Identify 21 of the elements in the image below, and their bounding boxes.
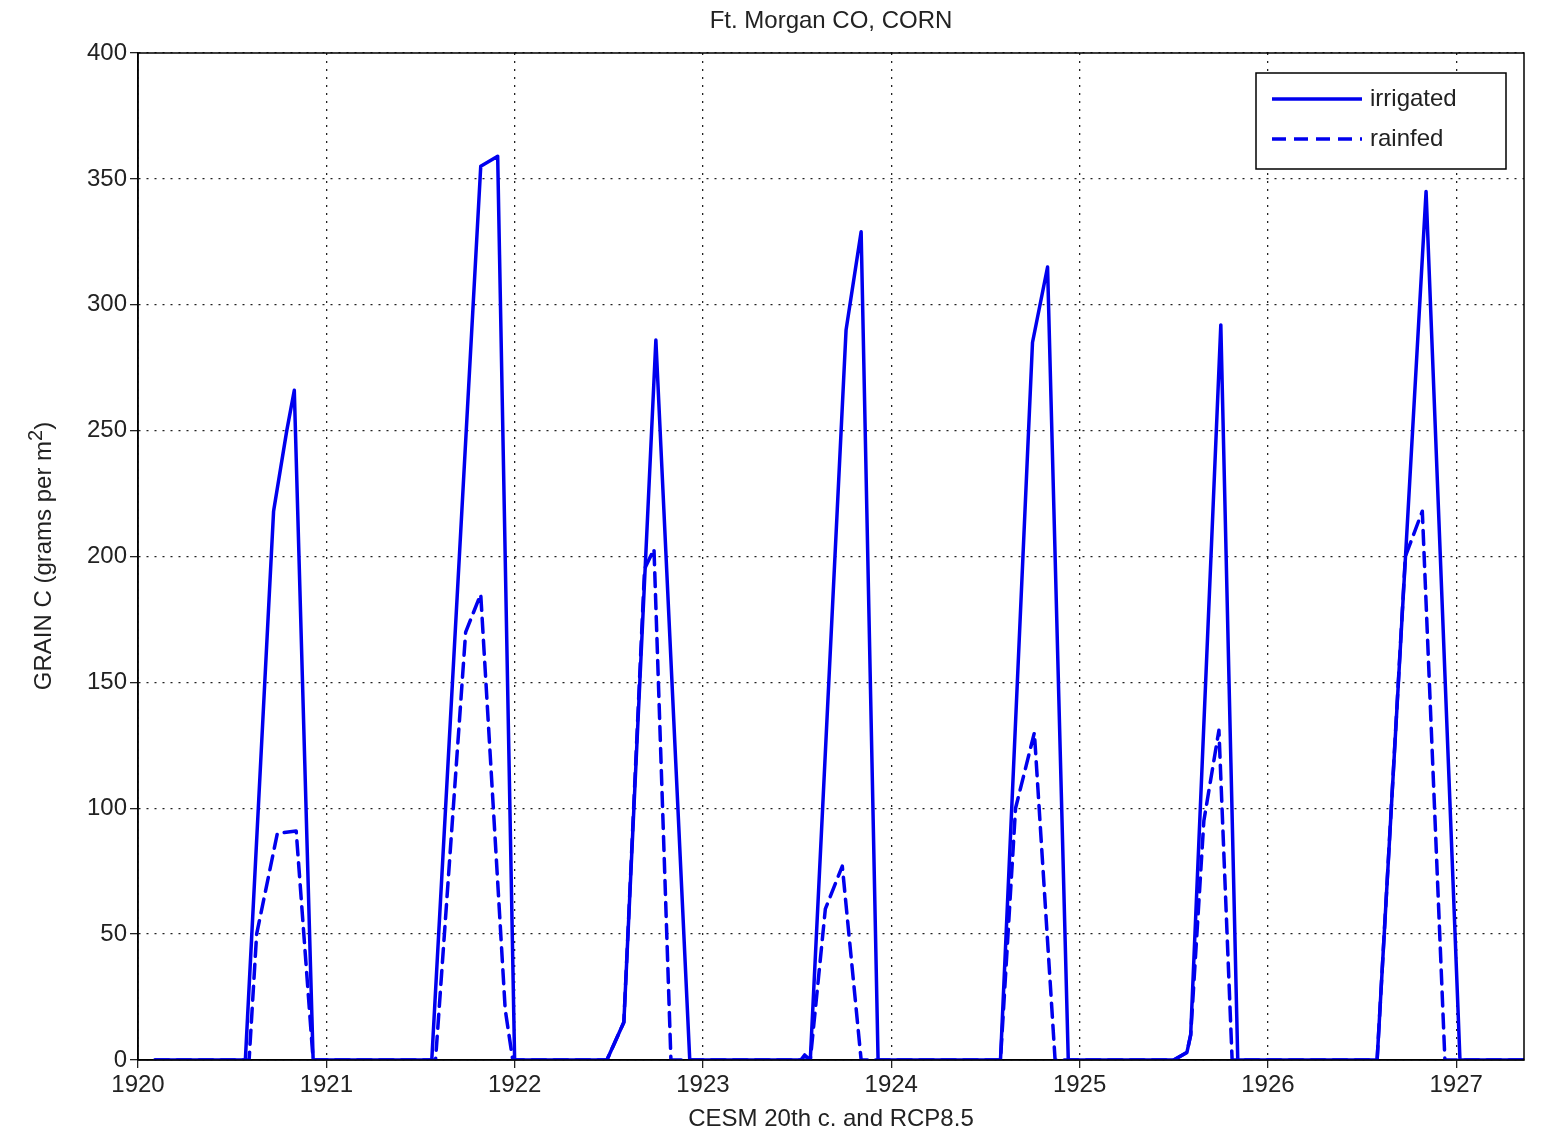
legend-label: irrigated xyxy=(1370,83,1457,111)
x-tick-label: 1920 xyxy=(111,1070,165,1098)
x-tick-label: 1922 xyxy=(487,1070,542,1098)
x-tick-label: 1926 xyxy=(1241,1070,1295,1098)
x-tick-label: 1924 xyxy=(864,1070,918,1098)
x-tick-label: 1921 xyxy=(299,1070,354,1098)
x-tick-label: 1925 xyxy=(1052,1070,1107,1098)
y-tick-label: 50 xyxy=(100,918,127,946)
y-tick-label: 100 xyxy=(86,792,127,820)
y-tick-label: 350 xyxy=(86,163,127,191)
y-tick-label: 0 xyxy=(113,1044,127,1072)
legend-label: rainfed xyxy=(1370,123,1444,151)
x-tick-label: 1923 xyxy=(676,1070,730,1098)
y-tick-label: 400 xyxy=(86,37,127,65)
chart-title: Ft. Morgan CO, CORN xyxy=(709,6,953,34)
y-tick-label: 200 xyxy=(86,541,127,569)
y-tick-label: 300 xyxy=(86,289,127,317)
x-axis-title: CESM 20th c. and RCP8.5 xyxy=(688,1104,974,1132)
y-tick-label: 150 xyxy=(86,667,127,694)
x-tick-label: 1927 xyxy=(1429,1070,1483,1098)
y-tick-label: 250 xyxy=(86,415,127,443)
